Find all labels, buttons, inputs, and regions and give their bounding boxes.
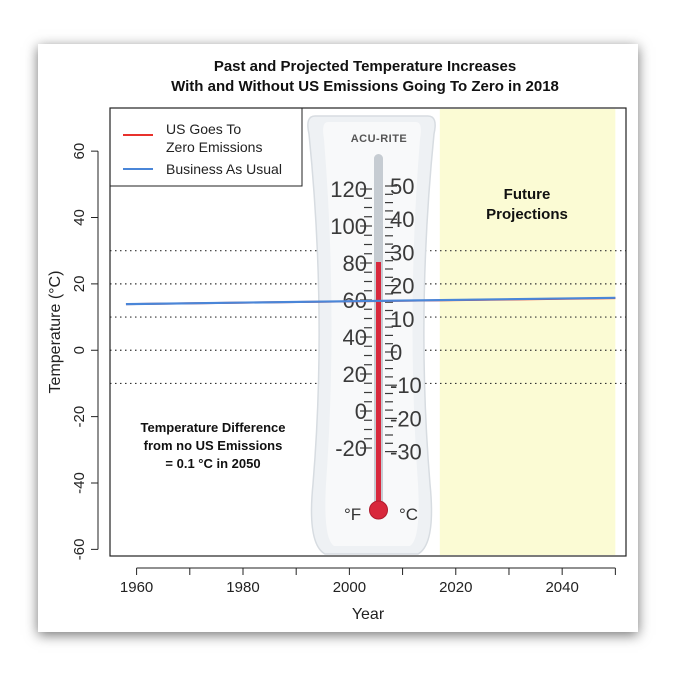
thermometer-highlight <box>323 122 421 546</box>
chart: Past and Projected Temperature Increases… <box>47 58 627 623</box>
y-tick-label: -40 <box>71 472 88 494</box>
c-scale-label: 40 <box>390 207 414 232</box>
future-projection-region <box>439 109 616 555</box>
f-scale-label: -20 <box>335 436 367 461</box>
future-label-line1: Future <box>504 186 551 203</box>
thermometer-brand: ACU-RITE <box>351 133 408 145</box>
f-scale-label: 20 <box>343 362 367 387</box>
legend-label-zero-emissions-line1: US Goes To <box>166 121 241 137</box>
y-tick-label: 0 <box>71 346 88 354</box>
c-scale-label: 0 <box>390 340 402 365</box>
future-label-line2: Projections <box>486 206 568 223</box>
legend-label-zero-emissions-line2: Zero Emissions <box>166 139 262 155</box>
series-lines <box>125 296 616 306</box>
fahrenheit-unit: °F <box>344 505 361 524</box>
c-scale-label: -20 <box>390 406 422 431</box>
chart-card: Past and Projected Temperature Increases… <box>38 44 638 632</box>
c-scale-label: 10 <box>390 307 414 332</box>
chart-title-line2: With and Without US Emissions Going To Z… <box>171 78 559 95</box>
y-tick-label: 40 <box>71 209 88 226</box>
plot-area: ACU-RITE 120 100 80 60 40 20 0 -20 50 40… <box>109 107 627 557</box>
gridlines <box>110 250 626 385</box>
legend: US Goes To Zero Emissions Business As Us… <box>109 107 303 187</box>
y-tick-label: -60 <box>71 539 88 561</box>
x-tick-label: 2000 <box>333 579 366 596</box>
legend-box <box>109 107 303 187</box>
annotation-line2: from no US Emissions <box>144 438 283 453</box>
x-tick-label: 1980 <box>226 579 259 596</box>
f-scale-label: 0 <box>355 399 367 424</box>
x-axis: 1960 1980 2000 2020 2040 <box>120 567 616 596</box>
y-tick-label: -20 <box>71 406 88 428</box>
f-scale-label: 120 <box>330 177 367 202</box>
celsius-unit: °C <box>399 505 418 524</box>
f-scale-label: 40 <box>343 325 367 350</box>
x-tick-label: 2020 <box>439 579 472 596</box>
c-scale-label: 30 <box>390 240 414 265</box>
f-scale-label: 100 <box>330 214 367 239</box>
c-scale-label: 50 <box>390 174 414 199</box>
y-axis-label: Temperature (°C) <box>47 271 64 394</box>
c-scale-label: 20 <box>390 274 414 299</box>
x-tick-label: 1960 <box>120 579 153 596</box>
x-tick-label: 2040 <box>545 579 578 596</box>
chart-title-line1: Past and Projected Temperature Increases <box>214 58 516 75</box>
thermometer-mercury <box>376 262 381 506</box>
y-tick-label: 20 <box>71 276 88 293</box>
thermometer-image: ACU-RITE 120 100 80 60 40 20 0 -20 50 40… <box>307 115 436 555</box>
legend-label-business-as-usual: Business As Usual <box>166 161 282 177</box>
f-scale-label: 80 <box>343 251 367 276</box>
c-scale-label: -10 <box>390 373 422 398</box>
annotation-line1: Temperature Difference <box>141 420 286 435</box>
y-axis: -60 -40 -20 0 20 40 60 <box>71 143 99 561</box>
thermometer-bulb <box>369 500 388 520</box>
x-axis-label: Year <box>352 606 385 623</box>
annotation-line3: = 0.1 °C in 2050 <box>165 456 260 471</box>
y-tick-label: 60 <box>71 143 88 160</box>
c-scale-label: -30 <box>390 440 422 465</box>
plot-frame <box>109 107 627 557</box>
thermometer-ticks <box>360 185 397 453</box>
series-line-business-as-usual <box>125 296 616 306</box>
